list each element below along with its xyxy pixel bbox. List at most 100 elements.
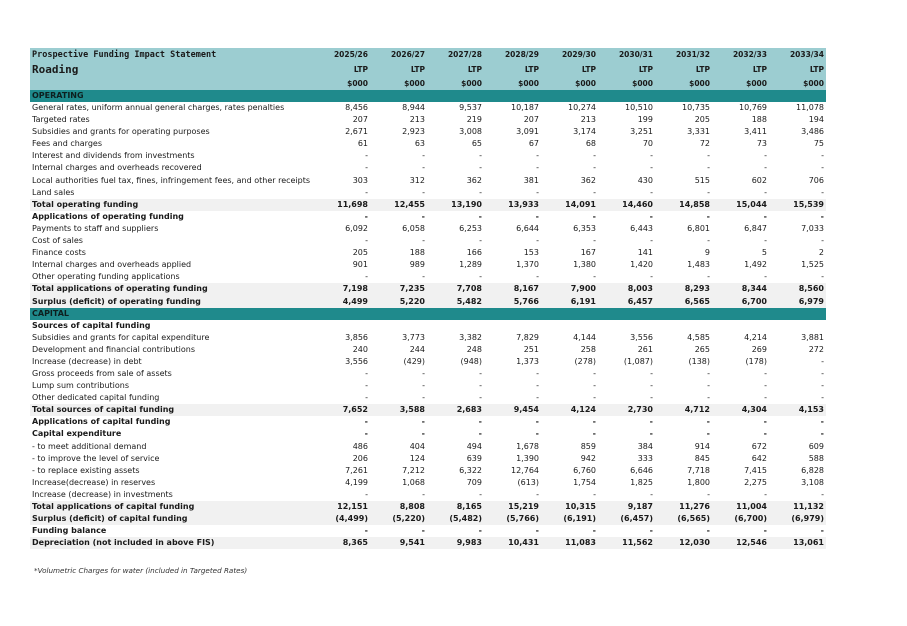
row-value: 10,274 bbox=[568, 103, 596, 112]
row-value: - bbox=[650, 393, 653, 403]
row-value: - bbox=[365, 381, 368, 391]
row-label: Increase(decrease) in reserves bbox=[32, 477, 156, 487]
row-value: 8,944 bbox=[402, 103, 425, 112]
row-label: General rates, uniform annual general ch… bbox=[32, 103, 285, 112]
row-value: - bbox=[422, 272, 425, 282]
row-value: 3,556 bbox=[630, 332, 653, 342]
table-row: Total applications of operating funding 7… bbox=[30, 283, 826, 296]
row-value: 10,187 bbox=[511, 103, 539, 112]
row-value: 75 bbox=[813, 139, 824, 149]
unit-header: $000 bbox=[484, 77, 541, 90]
row-value: - bbox=[820, 417, 824, 427]
row-value bbox=[541, 320, 598, 332]
row-value: 6,700 bbox=[712, 295, 769, 308]
row-value: 1,289 bbox=[459, 260, 482, 270]
row-value: 5 bbox=[761, 248, 767, 258]
row-value: 5,220 bbox=[370, 295, 427, 308]
row-label: Subsidies and grants for operating purpo… bbox=[32, 127, 210, 137]
unit-header: $000 bbox=[427, 77, 484, 90]
year-header: 2031/32 bbox=[655, 48, 712, 62]
row-value: 672 bbox=[751, 441, 767, 451]
table-row: Lump sum contributions - - - - - - - - - bbox=[30, 380, 826, 392]
row-label: Fees and charges bbox=[32, 139, 102, 149]
row-value: - bbox=[422, 236, 425, 246]
table-row: Sources of capital funding bbox=[30, 320, 826, 332]
row-value: 9 bbox=[704, 248, 710, 258]
row-value: 11,276 bbox=[655, 501, 712, 514]
row-label: Total operating funding bbox=[30, 198, 313, 211]
row-value: - bbox=[821, 236, 824, 246]
row-value: 3,382 bbox=[459, 332, 482, 342]
row-value: 13,933 bbox=[484, 198, 541, 211]
header-row-units: $000 $000 $000 $000 $000 $000 $000 $000 … bbox=[30, 77, 826, 90]
row-value: 4,124 bbox=[541, 404, 598, 417]
plan-header: LTP bbox=[655, 62, 712, 77]
table-body: Prospective Funding Impact Statement 202… bbox=[30, 48, 826, 550]
row-value: 3,174 bbox=[573, 127, 596, 137]
row-value: - bbox=[707, 236, 710, 246]
row-value: 3,331 bbox=[687, 127, 710, 137]
row-value: - bbox=[650, 187, 653, 197]
row-value: 199 bbox=[637, 115, 653, 125]
row-value: - bbox=[593, 163, 596, 173]
row-value: 4,153 bbox=[769, 404, 826, 417]
row-value: 9,541 bbox=[370, 537, 427, 550]
row-value: - bbox=[821, 489, 824, 499]
row-value: 63 bbox=[414, 139, 425, 149]
row-label: Internal charges and overheads applied bbox=[32, 260, 192, 270]
row-value: 166 bbox=[466, 248, 482, 258]
row-value: (1,087) bbox=[623, 356, 653, 366]
row-label: Other dedicated capital funding bbox=[32, 393, 160, 403]
unit-header: $000 bbox=[370, 77, 427, 90]
row-value: 9,983 bbox=[427, 537, 484, 550]
row-value: 272 bbox=[808, 344, 824, 354]
row-value: 8,365 bbox=[313, 537, 370, 550]
plan-header: LTP bbox=[769, 62, 826, 77]
table-row: Surplus (deficit) of capital funding (4,4… bbox=[30, 513, 826, 526]
footnote: *Volumetric Charges for water (included … bbox=[34, 566, 248, 575]
row-label: Gross proceeds from sale of assets bbox=[32, 368, 172, 378]
row-value: - bbox=[365, 393, 368, 403]
row-label: Total sources of capital funding bbox=[30, 404, 313, 417]
row-value: 65 bbox=[471, 139, 482, 149]
row-value: 8,003 bbox=[598, 283, 655, 296]
row-value: 6,457 bbox=[598, 295, 655, 308]
row-value: - bbox=[478, 526, 482, 536]
row-value: - bbox=[365, 368, 368, 378]
row-value: - bbox=[421, 429, 425, 439]
table-row: Targeted rates 207 213 219 207 213 199 205 188 19… bbox=[30, 114, 826, 126]
row-value: - bbox=[592, 211, 596, 221]
row-value: 213 bbox=[409, 115, 425, 125]
row-value: 3,091 bbox=[516, 127, 539, 137]
row-value: 8,293 bbox=[655, 283, 712, 296]
table-row: Funding balance - - - - - - - - - bbox=[30, 525, 826, 537]
row-value: 8,560 bbox=[769, 283, 826, 296]
row-value: 70 bbox=[642, 139, 653, 149]
table-row: Capital expenditure - - - - - - - - - bbox=[30, 428, 826, 440]
row-value: 3,856 bbox=[345, 332, 368, 342]
row-value: - bbox=[707, 489, 710, 499]
row-label: Internal charges and overheads recovered bbox=[32, 163, 202, 173]
row-value: - bbox=[593, 187, 596, 197]
row-value: - bbox=[649, 429, 653, 439]
unit-header: $000 bbox=[712, 77, 769, 90]
row-value: - bbox=[422, 393, 425, 403]
row-label: Capital expenditure bbox=[32, 429, 122, 439]
row-value: 13,190 bbox=[427, 198, 484, 211]
row-value: 15,219 bbox=[484, 501, 541, 514]
row-value: - bbox=[593, 151, 596, 161]
row-label: Increase (decrease) in debt bbox=[32, 356, 142, 366]
row-value: - bbox=[365, 236, 368, 246]
row-value: 11,004 bbox=[712, 501, 769, 514]
row-value: 205 bbox=[352, 248, 368, 258]
row-value: 3,251 bbox=[630, 127, 653, 137]
row-value: 5,766 bbox=[484, 295, 541, 308]
section-header-operating: OPERATING bbox=[30, 90, 826, 102]
row-value: - bbox=[593, 272, 596, 282]
row-value: 6,644 bbox=[516, 223, 539, 233]
row-value: - bbox=[365, 272, 368, 282]
row-value: 12,151 bbox=[313, 501, 370, 514]
row-value: 6,191 bbox=[541, 295, 598, 308]
unit-header: $000 bbox=[598, 77, 655, 90]
row-value: 167 bbox=[580, 248, 596, 258]
